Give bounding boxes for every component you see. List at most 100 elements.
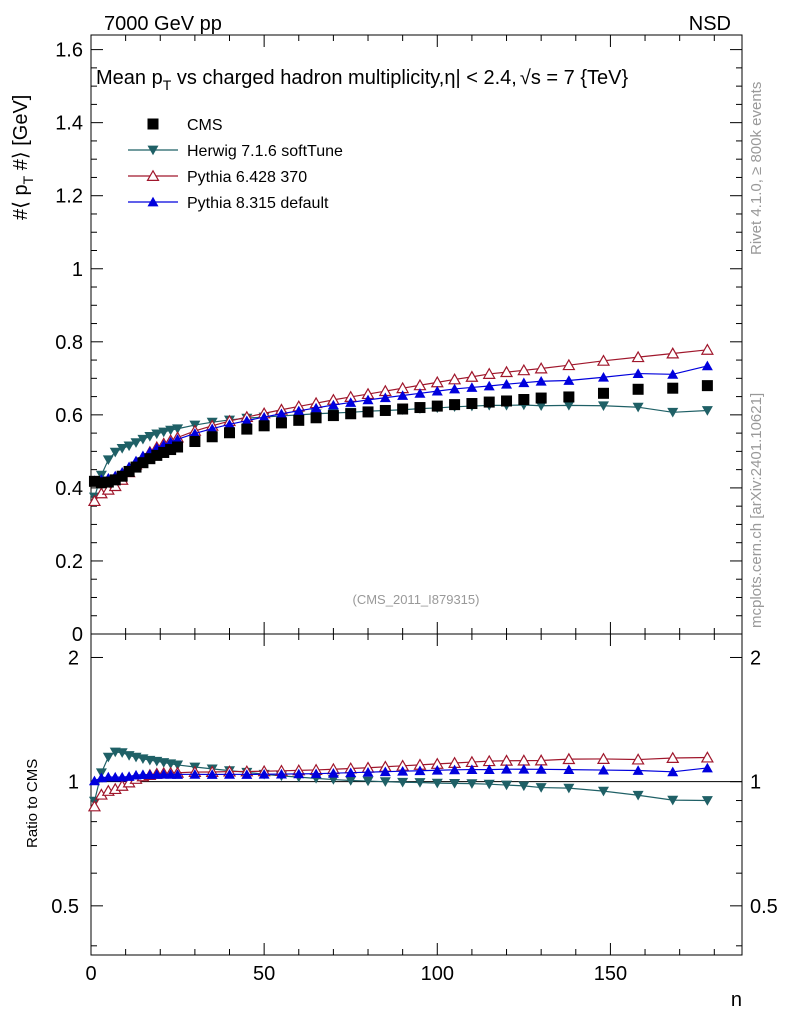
y-axis-label-b: #⟩ [GeV]	[10, 95, 32, 176]
ratio-point	[449, 764, 461, 775]
data-point	[414, 388, 426, 398]
ratio-point	[701, 762, 713, 773]
ratio-point	[535, 764, 547, 774]
data-point	[597, 401, 609, 411]
series-pythia-6-428-370	[87, 343, 714, 812]
series-layer	[87, 343, 714, 812]
y-tick-label: 1	[72, 259, 83, 281]
legend-marker	[146, 169, 160, 181]
ratio-point	[310, 768, 322, 779]
ratio-point	[666, 751, 680, 763]
title-sub: T	[163, 77, 172, 93]
legend-marker	[147, 145, 159, 156]
data-point	[534, 362, 548, 374]
y-tick-label: 0	[72, 624, 83, 646]
ratio-point	[701, 796, 713, 806]
title-middle: vs charged hadron multiplicity,	[171, 67, 444, 89]
data-point	[562, 358, 576, 371]
data-point	[258, 420, 270, 432]
data-point	[563, 400, 575, 411]
ratio-point	[501, 763, 513, 774]
series-cms	[88, 380, 713, 489]
ratio-point	[466, 779, 478, 789]
data-point	[172, 424, 184, 434]
data-point	[667, 369, 679, 379]
analysis-tag: (CMS_2011_I879315)	[353, 592, 480, 607]
ratio-tick-label: 1	[68, 772, 79, 794]
chart-title: Mean pT vs charged hadron multiplicity,η…	[96, 67, 628, 93]
title-lead: Mean p	[96, 67, 163, 89]
ratio-tick-label-right: 2	[750, 647, 761, 669]
ratio-point	[700, 751, 714, 763]
ratio-point	[102, 771, 114, 782]
data-point	[137, 457, 149, 469]
ratio-point	[327, 775, 339, 785]
y-tick-label: 0.8	[55, 332, 83, 354]
title-sqrt: √	[520, 67, 531, 89]
data-point	[701, 406, 713, 416]
data-point	[362, 406, 374, 418]
ratio-point	[483, 779, 495, 790]
legend-label: CMS	[187, 117, 223, 134]
data-point	[87, 494, 101, 507]
data-point	[397, 390, 409, 400]
ratio-point	[414, 765, 426, 776]
data-point	[224, 419, 236, 429]
data-point	[517, 363, 531, 376]
data-point	[144, 432, 156, 442]
y-tick-label: 0.4	[55, 478, 83, 500]
data-point	[189, 428, 201, 438]
ratio-point	[137, 769, 149, 779]
ratio-point	[172, 769, 184, 779]
legend-item-pythia-8-315-default: Pythia 8.315 default	[128, 195, 329, 212]
ratio-point	[116, 748, 128, 758]
ratio-point	[518, 764, 530, 774]
ratio-point	[631, 753, 645, 765]
data-point	[158, 427, 170, 438]
data-point	[206, 423, 218, 434]
data-point	[109, 447, 121, 458]
y-tick-label: 1.2	[55, 186, 83, 208]
ratio-tick-label-right: 0.5	[750, 896, 778, 918]
data-point	[632, 383, 644, 395]
data-point	[397, 403, 409, 415]
ratio-point	[483, 764, 495, 775]
data-point	[431, 385, 443, 396]
x-tick-label: 50	[253, 963, 275, 985]
data-point	[116, 444, 128, 454]
ratio-point	[563, 783, 575, 794]
legend-item-herwig-7-1-6-softtune: Herwig 7.1.6 softTune	[128, 143, 343, 160]
data-point	[206, 431, 218, 443]
legend-marker	[147, 196, 159, 207]
data-point	[88, 475, 100, 487]
legend-label: Pythia 8.315 default	[187, 195, 329, 212]
data-point	[632, 402, 644, 413]
data-point	[172, 441, 184, 453]
series-line	[94, 365, 708, 482]
ratio-point	[293, 768, 305, 779]
ratio-point	[379, 766, 391, 777]
data-point	[518, 394, 530, 406]
x-tick-label: 150	[594, 963, 627, 985]
data-point	[701, 380, 713, 392]
data-point	[151, 449, 163, 461]
data-point	[95, 477, 107, 489]
title-tail: s = 7 {TeV}	[531, 67, 629, 89]
axes-layer: 0 50 100 150 0 0.2 0.4 0.6 0.8 1 1.2 1.4 1.6 0.5 0.5 1 1…	[51, 34, 778, 985]
data-point	[597, 387, 609, 399]
ratio-point	[189, 769, 201, 779]
process-label: NSD	[689, 13, 731, 35]
ratio-point	[327, 767, 339, 778]
ratio-point	[87, 800, 101, 812]
data-point	[501, 378, 513, 389]
data-point	[165, 425, 177, 436]
data-point	[466, 382, 478, 392]
data-point	[379, 404, 391, 416]
ratio-point	[518, 781, 530, 792]
ratio-point	[258, 769, 270, 779]
data-point	[535, 401, 547, 411]
rivet-note: Rivet 4.1.0, ≥ 800k events	[748, 82, 765, 255]
y-axis-label-sub: T	[20, 175, 36, 184]
data-point	[465, 370, 479, 382]
